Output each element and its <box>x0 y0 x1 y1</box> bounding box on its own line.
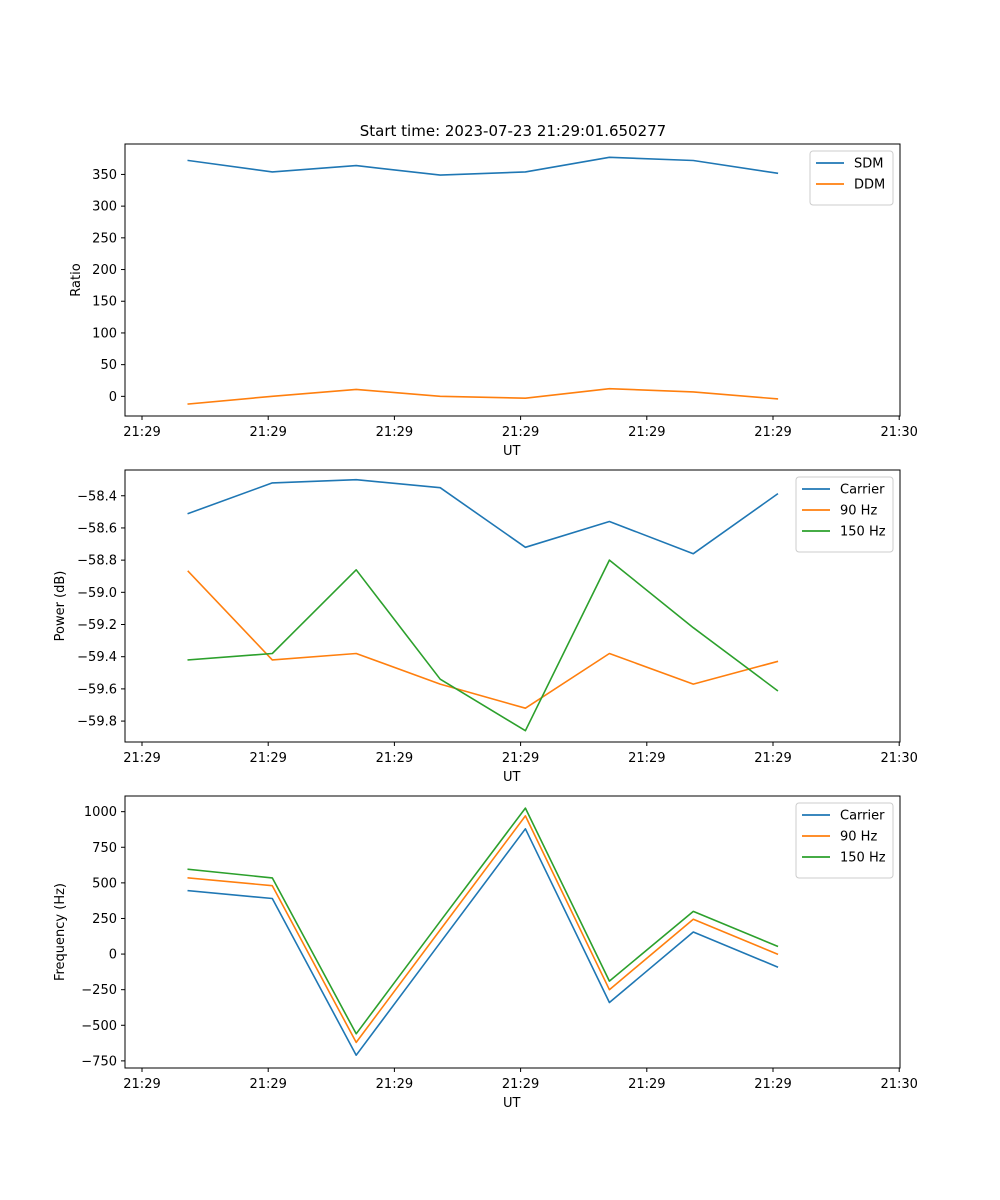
series-line-90-hz <box>187 570 779 710</box>
y-tick-label: 200 <box>92 263 117 278</box>
x-tick-label: 21:29 <box>502 425 539 440</box>
y-tick-label: 250 <box>92 231 117 246</box>
x-tick-label: 21:29 <box>502 751 539 766</box>
x-tick-label: 21:29 <box>123 425 160 440</box>
legend-box <box>795 802 894 879</box>
x-tick-label: 21:29 <box>628 425 665 440</box>
series-line-150-hz <box>187 807 779 1035</box>
x-tick-label: 21:29 <box>249 751 286 766</box>
x-tick-label: 21:29 <box>628 1077 665 1092</box>
series-line-carrier <box>187 478 779 555</box>
y-tick-label: −750 <box>81 1054 117 1069</box>
y-axis-label: Ratio <box>69 263 84 296</box>
chart-3: 21:29 21:29 21:29 21:29 21:29 21:29 21:30 −750 −… <box>53 795 918 1111</box>
chart-1: 21:29 21:29 21:29 21:29 21:29 21:29 21:30 0 50 10… <box>69 143 918 459</box>
charts: 21:29 21:29 21:29 21:29 21:29 21:29 21:30 0 50 10… <box>53 143 918 1111</box>
x-tick-label: 21:29 <box>376 425 413 440</box>
y-tick-label: 250 <box>92 912 117 927</box>
x-tick-label: 21:29 <box>502 1077 539 1092</box>
y-tick-label: −59.8 <box>77 715 117 730</box>
x-axis-label: UT <box>503 444 521 459</box>
x-tick-label: 21:29 <box>123 1077 160 1092</box>
x-tick-label: 21:30 <box>880 1077 917 1092</box>
legend-label: 90 Hz <box>840 830 877 845</box>
series-line-carrier <box>187 827 779 1056</box>
legend-box <box>795 476 894 553</box>
x-tick-label: 21:29 <box>249 1077 286 1092</box>
x-tick-label: 21:29 <box>376 751 413 766</box>
series-line-sdm <box>187 156 779 176</box>
y-tick-label: 0 <box>109 390 117 405</box>
y-tick-label: 150 <box>92 295 117 310</box>
y-tick-label: 0 <box>109 948 117 963</box>
legend-label: Carrier <box>840 483 885 498</box>
x-axis-label: UT <box>503 770 521 785</box>
y-tick-label: −58.6 <box>77 521 117 536</box>
legend-label: DDM <box>854 178 885 193</box>
x-tick-label: 21:30 <box>880 425 917 440</box>
y-axis-label: Power (dB) <box>53 571 68 642</box>
chart-2: 21:29 21:29 21:29 21:29 21:29 21:29 21:30 −59.8… <box>53 469 918 785</box>
y-tick-label: 750 <box>92 841 117 856</box>
x-tick-label: 21:29 <box>754 425 791 440</box>
y-tick-label: −59.4 <box>77 650 117 665</box>
axes-frame <box>124 795 901 1069</box>
y-tick-label: 500 <box>92 876 117 891</box>
x-tick-label: 21:29 <box>376 1077 413 1092</box>
legend: Carrier 90 Hz 150 Hz <box>795 476 894 553</box>
figure-title: Start time: 2023-07-23 21:29:01.650277 <box>360 122 666 140</box>
x-tick-label: 21:29 <box>123 751 160 766</box>
y-tick-label: 350 <box>92 168 117 183</box>
y-tick-label: −59.0 <box>77 586 117 601</box>
y-tick-label: 100 <box>92 326 117 341</box>
legend-label: 150 Hz <box>840 525 886 540</box>
x-axis-label: UT <box>503 1096 521 1111</box>
y-tick-label: −59.2 <box>77 618 117 633</box>
axes-frame <box>124 469 901 743</box>
legend: Carrier 90 Hz 150 Hz <box>795 802 894 879</box>
series-line-150-hz <box>187 559 779 732</box>
y-tick-label: 300 <box>92 200 117 215</box>
x-tick-label: 21:29 <box>754 1077 791 1092</box>
legend-label: SDM <box>854 157 883 172</box>
x-tick-label: 21:29 <box>754 751 791 766</box>
y-tick-label: 1000 <box>84 805 117 820</box>
legend-label: Carrier <box>840 809 885 824</box>
y-tick-label: −58.4 <box>77 489 117 504</box>
axes-frame <box>124 143 901 417</box>
y-tick-label: −500 <box>81 1019 117 1034</box>
y-tick-label: −59.6 <box>77 682 117 697</box>
legend-label: 150 Hz <box>840 851 886 866</box>
series-line-ddm <box>187 387 779 405</box>
legend-label: 90 Hz <box>840 504 877 519</box>
y-tick-label: 50 <box>100 358 117 373</box>
y-tick-label: −250 <box>81 983 117 998</box>
series-line-90-hz <box>187 815 779 1044</box>
x-tick-label: 21:29 <box>628 751 665 766</box>
y-axis-label: Frequency (Hz) <box>53 883 68 981</box>
legend: SDM DDM <box>809 150 894 206</box>
y-tick-label: −58.8 <box>77 554 117 569</box>
legend-box <box>809 150 894 206</box>
x-tick-label: 21:30 <box>880 751 917 766</box>
x-tick-label: 21:29 <box>249 425 286 440</box>
